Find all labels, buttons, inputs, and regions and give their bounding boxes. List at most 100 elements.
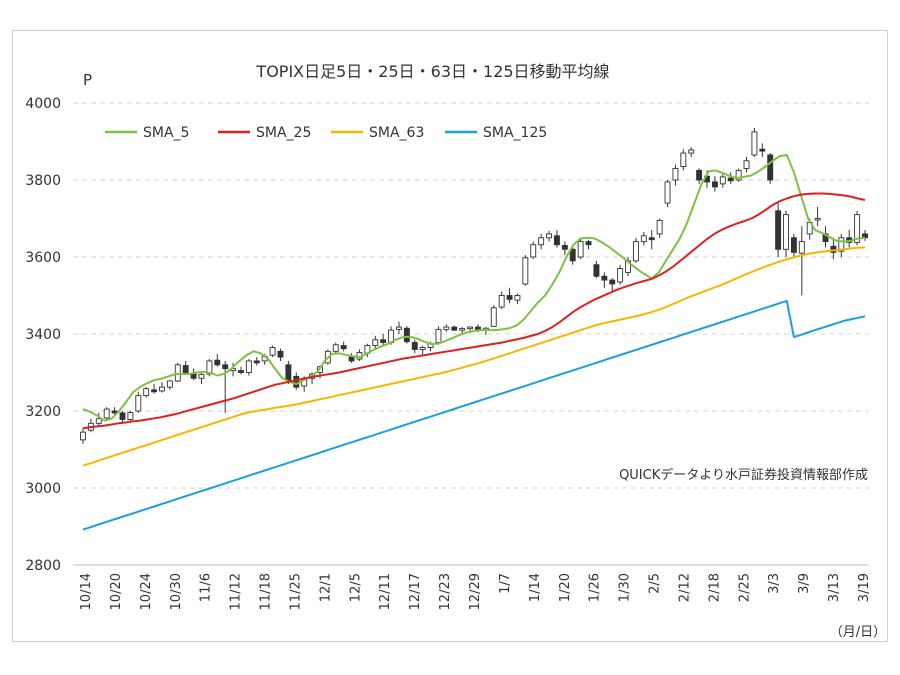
candle-body <box>696 169 703 181</box>
candle-body <box>735 169 742 181</box>
candle-body <box>577 241 584 258</box>
candle-body <box>174 364 181 382</box>
candle-body <box>245 360 252 373</box>
x-tick-label: 3/19 <box>857 573 872 602</box>
y-tick-label: 3800 <box>25 173 61 189</box>
x-tick-label: 3/13 <box>827 573 842 602</box>
candle-body <box>80 431 86 441</box>
candle-body <box>798 241 805 254</box>
candle-body <box>277 350 284 358</box>
x-tick-label: 10/20 <box>109 573 124 610</box>
x-tick-label: 1/30 <box>618 573 633 602</box>
candle-body <box>443 326 450 330</box>
x-tick-label: 11/6 <box>199 573 214 602</box>
candle-body <box>490 307 497 327</box>
x-tick-label: 10/14 <box>79 573 94 610</box>
candle-body <box>293 375 300 388</box>
candle-body <box>743 160 750 169</box>
topix-chart: TOPIX日足5日・25日・63日・125日移動平均線 P 2800 3000 32… <box>25 62 886 640</box>
candle-body <box>396 326 402 330</box>
legend: SMA_5 SMA_25 SMA_63 SMA_125 <box>105 125 547 141</box>
x-tick-label: 2/5 <box>648 573 663 594</box>
candle-body <box>601 275 608 281</box>
candle-body <box>862 233 868 239</box>
candle-body <box>435 328 442 343</box>
candle-body <box>467 326 474 330</box>
candle-body <box>838 237 845 252</box>
candle-body <box>459 328 466 331</box>
x-tick-label: 10/30 <box>169 573 184 610</box>
candle-body <box>593 264 600 277</box>
x-tick-label: 12/29 <box>468 573 483 610</box>
x-tick-label: 1/14 <box>528 573 543 602</box>
candle-body <box>680 152 687 167</box>
candle-body <box>380 339 387 343</box>
candle-body <box>727 177 734 182</box>
x-tick-label: 11/12 <box>229 573 244 610</box>
candle-body <box>214 359 221 366</box>
candle-body <box>656 219 663 235</box>
candle-body <box>814 218 821 221</box>
candle-body <box>411 342 418 350</box>
x-tick-label: 10/24 <box>139 573 154 610</box>
candle-body <box>585 241 592 246</box>
x-tick-label: 2/18 <box>707 573 722 602</box>
candle-body <box>285 364 292 381</box>
y-tick-label: 4000 <box>25 96 61 112</box>
candle-body <box>238 370 244 373</box>
candle-body <box>775 210 782 250</box>
chart-frame: TOPIX日足5日・25日・63日・125日移動平均線 P 2800 3000 32… <box>12 30 888 642</box>
candle-body <box>166 380 173 388</box>
candle-body <box>222 364 229 370</box>
candle-body <box>151 389 158 393</box>
candle-body <box>514 295 521 301</box>
candle-body <box>783 214 789 250</box>
sma-line-sma_125 <box>82 299 866 531</box>
candle-body <box>664 181 671 204</box>
candle-body <box>198 373 205 379</box>
candle-body <box>522 257 529 285</box>
candle-body <box>127 412 134 420</box>
legend-label: SMA_125 <box>483 125 547 141</box>
x-tick-label: 11/25 <box>288 573 303 610</box>
candle-body <box>135 395 142 412</box>
y-tick-label: 3600 <box>25 250 61 266</box>
candle-body <box>530 244 537 258</box>
candle-body <box>640 235 647 243</box>
x-tick-label: 1/7 <box>498 573 513 594</box>
y-tick-label: 3200 <box>25 404 61 420</box>
candle-body <box>372 339 379 346</box>
sma-line-sma_63 <box>82 246 866 467</box>
x-tick-label: 12/23 <box>438 573 453 610</box>
x-tick-labels: 10/14 10/20 10/24 10/30 11/6 11/12 11/18 11/25 1… <box>79 573 872 610</box>
candle-body <box>790 237 797 253</box>
candle-body <box>767 154 774 181</box>
candle-body <box>672 167 679 181</box>
grid-lines <box>73 102 869 566</box>
x-tick-label: 12/5 <box>348 573 363 602</box>
candle-body <box>332 344 339 352</box>
candle-body <box>159 386 165 392</box>
chart-title: TOPIX日足5日・25日・63日・125日移動平均線 <box>255 62 609 81</box>
sma-line-sma_25 <box>82 192 866 430</box>
y-tick-label: 2800 <box>25 558 61 574</box>
candle-body <box>143 388 150 397</box>
candle-body <box>182 365 189 373</box>
sma-line-sma_5 <box>82 154 866 422</box>
legend-label: SMA_25 <box>256 125 311 141</box>
y-tick-label: 3400 <box>25 327 61 343</box>
candle-body <box>719 176 726 185</box>
candle-body <box>506 295 513 300</box>
candle-body <box>751 131 758 156</box>
candle-body <box>561 244 568 250</box>
candle-body <box>348 356 355 362</box>
candle-body <box>269 347 276 356</box>
x-tick-label: 1/26 <box>588 573 603 602</box>
candle-body <box>498 295 505 308</box>
x-tick-label: 11/18 <box>259 573 274 610</box>
candle-body <box>103 408 110 419</box>
candle-body <box>451 326 458 331</box>
sma-lines <box>82 154 866 531</box>
candle-body <box>617 268 624 283</box>
candle-body <box>340 345 347 350</box>
